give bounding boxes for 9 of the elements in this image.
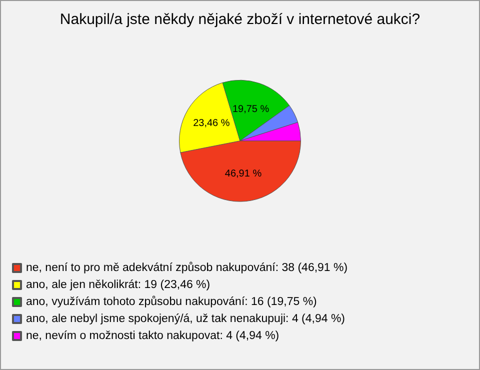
data-label: 19,75 % <box>232 104 270 115</box>
chart-title: Nakupil/a jste někdy nějaké zboží v internetové aukci? <box>60 11 420 28</box>
data-label: 46,91 % <box>224 168 262 180</box>
legend-label: ano, využívám tohoto způsobu nakupování: 16 (19,75 %) <box>26 295 318 308</box>
legend-label: ano, ale nebyl jsme spokojený/á, už tak nenakupuji: 4 (4,94 %) <box>26 313 346 325</box>
data-label: 23,46 % <box>193 118 230 130</box>
legend-label: ano, ale jen několikrát: 19 (23,46 %) <box>26 279 210 291</box>
legend-label: ne, nevím o možnosti takto nakupovat: 4 (4,94 %) <box>26 330 280 342</box>
legend-label: ne, není to pro mě adekvátní způsob nakupování: 38 (46,91 %) <box>26 261 348 274</box>
